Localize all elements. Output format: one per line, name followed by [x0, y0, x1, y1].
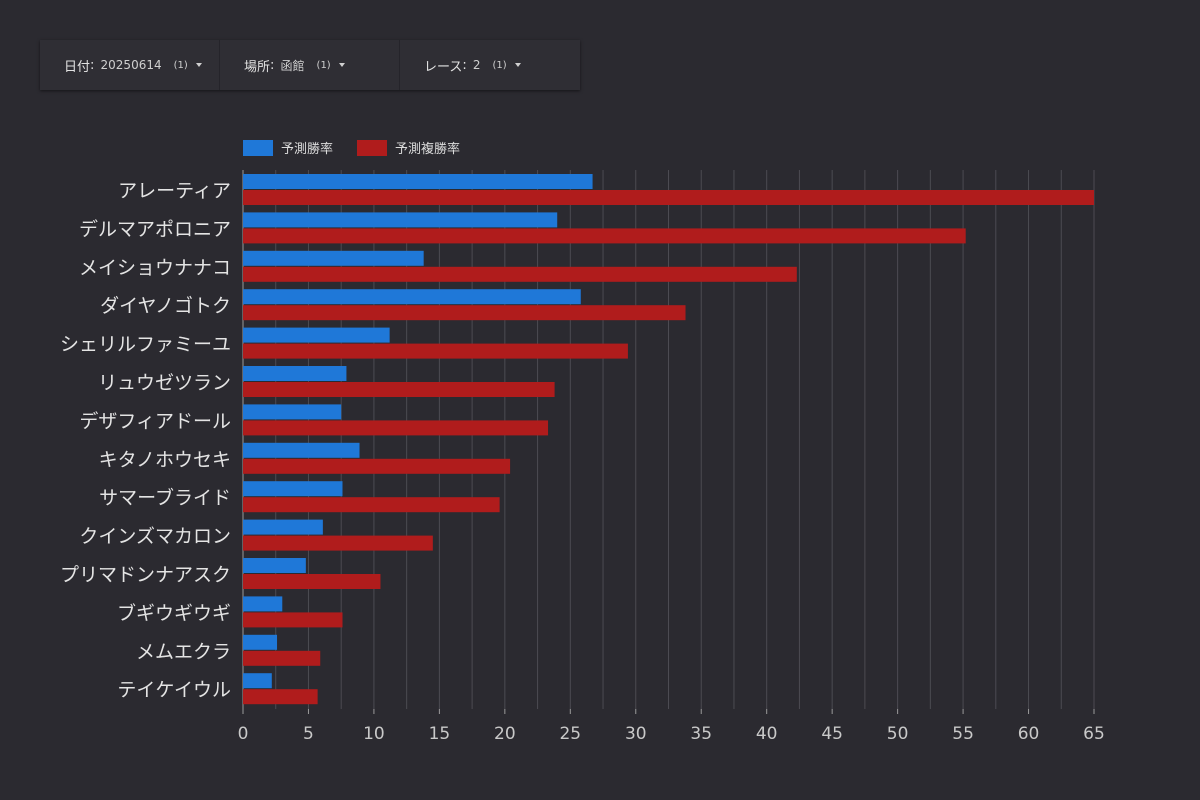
x-tick-label: 65	[1083, 724, 1105, 744]
filter-bar: 日付: 20250614 (1) 場所: 函館 (1) レース: 2 (1)	[40, 40, 580, 90]
bar-win	[243, 250, 424, 266]
category-label: デザフィアドール	[79, 410, 231, 432]
filter-date[interactable]: 日付: 20250614 (1)	[40, 40, 220, 90]
category-label: テイケイウル	[117, 679, 231, 701]
bar-place	[243, 228, 966, 244]
bar-place	[243, 574, 381, 589]
filter-venue[interactable]: 場所: 函館 (1)	[220, 40, 400, 90]
legend-swatch-win	[243, 139, 273, 156]
category-label: アレーティア	[118, 180, 231, 202]
x-tick-label: 0	[238, 724, 249, 744]
category-label: デルマアポロニア	[79, 218, 231, 240]
x-tick-label: 50	[887, 724, 909, 744]
filter-venue-label: 場所	[244, 59, 271, 75]
bar-win	[243, 673, 272, 689]
bar-win	[243, 558, 306, 573]
x-tick-label: 45	[821, 724, 843, 744]
bar-win	[243, 327, 390, 343]
category-label: メムエクラ	[136, 641, 231, 663]
x-tick-label: 20	[494, 724, 516, 744]
chart-legend: 予測勝率 予測複勝率	[243, 138, 484, 157]
bar-place	[243, 689, 318, 705]
category-label: プリマドンナアスク	[60, 564, 231, 586]
x-tick-label: 40	[756, 724, 778, 744]
category-label: リュウゼツラン	[98, 372, 231, 394]
x-tick-label: 25	[559, 724, 581, 744]
bar-win	[243, 289, 581, 305]
chevron-down-icon	[514, 63, 521, 67]
bar-place	[243, 190, 1094, 205]
bar-win	[243, 519, 323, 535]
category-label: ブギウギウギ	[117, 601, 231, 624]
legend-label-place: 予測複勝率	[395, 142, 461, 157]
bar-win	[243, 366, 347, 381]
bar-win	[243, 634, 278, 650]
bar-place	[243, 305, 686, 321]
category-label: サマーブライド	[99, 486, 231, 509]
legend-swatch-place	[357, 139, 388, 156]
x-tick-label: 5	[303, 724, 314, 744]
category-label: メイショウナナコ	[79, 257, 231, 279]
x-tick-label: 30	[625, 724, 647, 744]
legend-item-place[interactable]: 予測複勝率	[357, 138, 460, 157]
bar-place	[243, 535, 433, 551]
bar-place	[243, 420, 549, 436]
chevron-down-icon	[195, 63, 202, 67]
x-tick-label: 10	[363, 724, 385, 744]
category-label: ダイヤノゴトク	[100, 295, 231, 317]
legend-item-win[interactable]: 予測勝率	[243, 138, 333, 157]
bar-place	[243, 382, 555, 397]
filter-date-value: 20250614	[100, 58, 162, 72]
legend-label-win: 予測勝率	[281, 142, 334, 157]
filter-venue-value: 函館	[280, 58, 305, 73]
bar-place	[243, 612, 343, 628]
bar-win	[243, 212, 558, 228]
filter-race-label: レース	[424, 59, 463, 75]
x-tick-label: 35	[690, 724, 712, 744]
filter-race-count: (1)	[492, 59, 507, 71]
filter-race[interactable]: レース: 2 (1)	[400, 40, 580, 90]
filter-venue-count: (1)	[316, 59, 331, 71]
bar-win	[243, 442, 360, 458]
bar-place	[243, 266, 797, 282]
bar-win	[243, 404, 342, 420]
filter-race-value: 2	[472, 58, 481, 72]
category-label: シェリルファミーユ	[60, 334, 231, 356]
bar-place	[243, 458, 511, 474]
bar-win	[243, 481, 343, 497]
category-label: キタノホウセキ	[99, 449, 231, 471]
x-tick-label: 60	[1018, 724, 1040, 744]
chevron-down-icon	[338, 63, 345, 67]
bar-win	[243, 174, 593, 189]
x-tick-label: 15	[429, 724, 451, 744]
filter-date-label: 日付	[64, 59, 91, 75]
bar-win	[243, 596, 283, 612]
x-tick-label: 55	[952, 724, 974, 744]
bar-place	[243, 650, 321, 666]
category-label: クインズマカロン	[79, 526, 231, 548]
filter-date-count: (1)	[173, 59, 188, 71]
bar-place	[243, 497, 500, 513]
bar-place	[243, 343, 628, 359]
